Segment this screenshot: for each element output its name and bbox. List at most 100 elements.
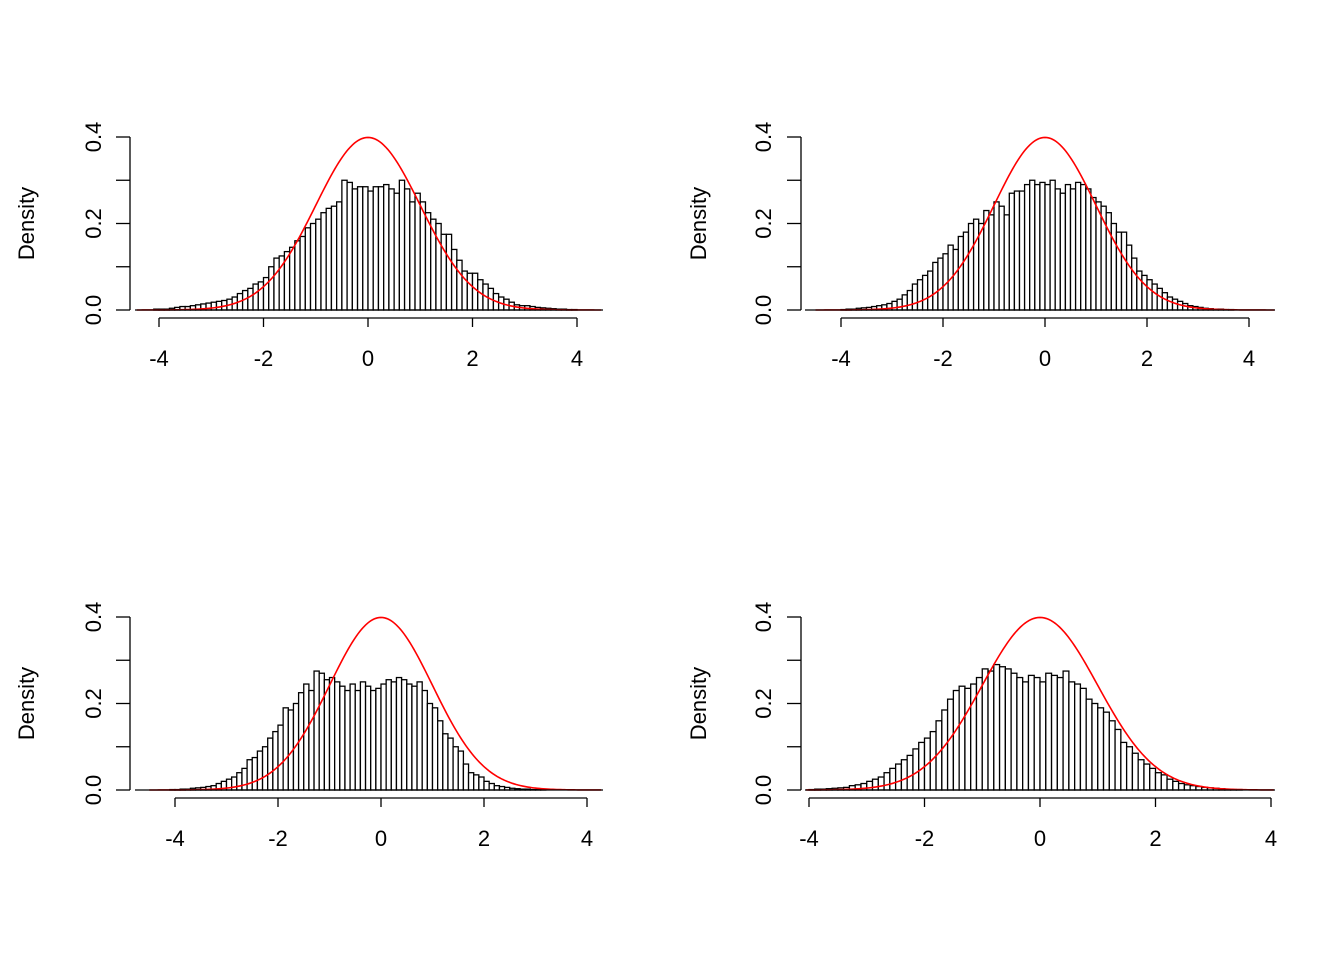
histogram-panel-1: -4 -2 0 2 4 0.0 0.2 0.4 Density bbox=[14, 122, 603, 371]
histogram-bar bbox=[1120, 741, 1128, 791]
histogram-bar bbox=[877, 776, 885, 791]
histogram-bar bbox=[1068, 681, 1076, 791]
histogram-bar bbox=[1172, 780, 1180, 791]
y-tick-label: 0.0 bbox=[751, 295, 776, 326]
histogram-bar bbox=[1154, 772, 1162, 791]
histogram-bar bbox=[1131, 257, 1138, 311]
histogram-bar bbox=[1149, 767, 1157, 791]
histogram-bar bbox=[1137, 759, 1145, 791]
x-tick-label: -4 bbox=[799, 826, 819, 851]
histogram-bar bbox=[962, 231, 970, 311]
histogram-bar bbox=[932, 261, 939, 311]
histogram-bar bbox=[261, 746, 269, 791]
histogram-bar bbox=[894, 763, 903, 791]
histogram-bar bbox=[1079, 687, 1087, 791]
histogram-bar bbox=[906, 754, 914, 791]
histogram-bar bbox=[403, 188, 411, 311]
histogram-bar bbox=[383, 183, 390, 311]
histogram-bar bbox=[252, 283, 259, 311]
histogram-bar bbox=[1085, 188, 1092, 311]
normal-density-curve bbox=[806, 616, 1274, 791]
histogram-bar bbox=[918, 741, 926, 791]
normal-density-curve bbox=[149, 616, 602, 791]
histogram-bar bbox=[442, 733, 449, 791]
histogram-bar bbox=[277, 724, 284, 791]
histogram-bar bbox=[988, 214, 995, 311]
histogram-bar bbox=[411, 685, 418, 791]
histogram-bar bbox=[958, 685, 966, 791]
histogram-bar bbox=[375, 687, 382, 791]
x-tick-label: 4 bbox=[1265, 826, 1277, 851]
histogram-bar bbox=[393, 192, 401, 311]
histogram-bar bbox=[419, 201, 427, 311]
histogram-bar bbox=[236, 772, 243, 791]
histogram-bar bbox=[308, 689, 315, 791]
histogram-bar bbox=[1027, 674, 1035, 791]
histogram-bar bbox=[256, 750, 264, 791]
histogram-bar bbox=[993, 663, 1001, 791]
histogram-bar bbox=[303, 683, 310, 791]
histogram-bar bbox=[1074, 181, 1082, 311]
histogram-bar bbox=[1141, 274, 1148, 311]
histogram-bar bbox=[320, 212, 327, 311]
histogram-bar bbox=[473, 774, 480, 791]
histogram-bar bbox=[416, 681, 423, 791]
histogram-bar bbox=[273, 257, 280, 311]
x-tick-label: -4 bbox=[149, 346, 169, 371]
histogram-bar bbox=[900, 759, 908, 791]
y-axis-label: Density bbox=[14, 187, 39, 260]
x-tick-label: -2 bbox=[268, 826, 288, 851]
histogram-panel-3: -4 -2 0 2 4 0.0 0.2 0.4 Density bbox=[14, 602, 603, 851]
histogram-bar bbox=[362, 186, 369, 311]
histogram-bar bbox=[967, 222, 975, 311]
histogram-bar bbox=[215, 300, 223, 311]
histogram-panel-4: -4 -2 0 2 4 0.0 0.2 0.4 Density bbox=[686, 602, 1277, 851]
y-tick-label: 0.4 bbox=[81, 122, 106, 153]
histogram-bar bbox=[889, 767, 897, 791]
histogram-bar bbox=[483, 780, 490, 791]
histogram-bar bbox=[1143, 763, 1151, 791]
x-tick-label: 0 bbox=[362, 346, 374, 371]
histogram-bar bbox=[998, 666, 1007, 791]
histogram-bar bbox=[1120, 231, 1128, 311]
histogram-bar bbox=[1064, 183, 1072, 311]
histogram-bar bbox=[937, 257, 944, 311]
x-tick-label: 0 bbox=[1039, 346, 1051, 371]
histogram-bar bbox=[359, 681, 367, 791]
histogram-bar bbox=[1044, 183, 1051, 311]
histogram-bar bbox=[330, 205, 338, 311]
histogram-bar bbox=[333, 681, 341, 791]
histogram-bar bbox=[478, 776, 485, 791]
histogram-bar bbox=[367, 190, 374, 311]
y-tick-label: 0.2 bbox=[751, 208, 776, 239]
histogram-bar bbox=[372, 186, 380, 311]
histogram-bar bbox=[421, 689, 429, 791]
histogram-bar bbox=[1097, 707, 1105, 791]
histogram-bar bbox=[927, 270, 934, 311]
y-axis-label: Density bbox=[686, 667, 711, 740]
histogram-bar bbox=[488, 782, 495, 791]
histogram-bar bbox=[912, 748, 920, 791]
histogram-bar bbox=[871, 778, 879, 791]
histogram-bar bbox=[318, 672, 326, 791]
y-tick-label: 0.0 bbox=[81, 775, 106, 806]
histogram-bar bbox=[1156, 287, 1163, 311]
histogram-bar bbox=[1045, 672, 1053, 791]
histogram-bar bbox=[282, 707, 289, 791]
histogram-bar bbox=[1125, 244, 1133, 311]
histogram-bar bbox=[288, 246, 296, 311]
x-tick-label: -4 bbox=[831, 346, 851, 371]
normal-density-curve bbox=[815, 136, 1275, 311]
y-tick-label: 0.0 bbox=[81, 295, 106, 326]
histogram-bar bbox=[246, 759, 253, 791]
histogram-bar bbox=[1018, 190, 1026, 311]
histogram-bar bbox=[1022, 681, 1030, 791]
histogram-bar bbox=[952, 248, 959, 311]
histogram-bar bbox=[964, 687, 972, 791]
histogram-bar bbox=[993, 201, 1000, 311]
histogram-bar bbox=[1049, 179, 1056, 311]
histogram-bar bbox=[1039, 181, 1046, 311]
histogram-bar bbox=[398, 179, 406, 311]
histogram-bar bbox=[431, 707, 439, 791]
